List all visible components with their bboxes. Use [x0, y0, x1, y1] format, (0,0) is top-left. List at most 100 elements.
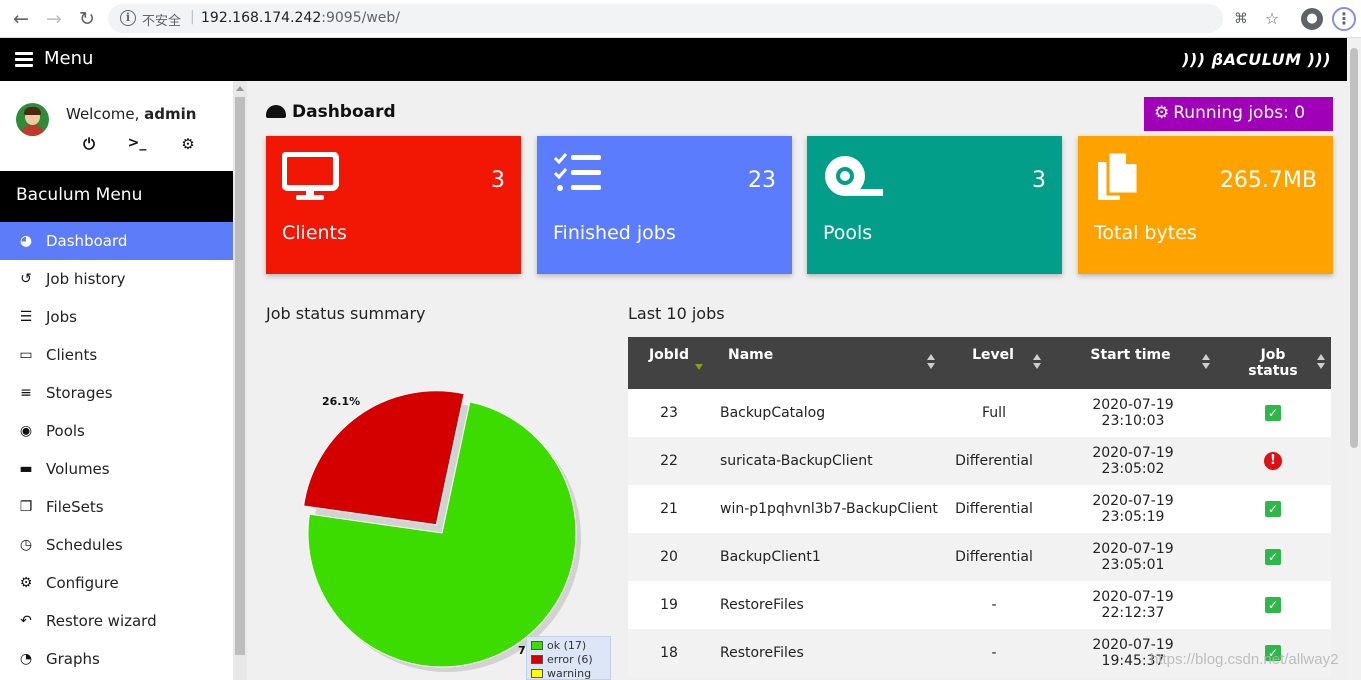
address-bar[interactable]: i 不安全 | 192.168.174.242:9095/web/	[108, 4, 1223, 33]
sidebar-item-volumes[interactable]: ▬ Volumes	[0, 450, 233, 488]
cell-jobid: 22	[660, 453, 678, 469]
cell-jobid: 19	[660, 597, 678, 613]
cell-jobid: 20	[660, 549, 678, 565]
sidebar-item-configure[interactable]: ⚙ Configure	[0, 564, 233, 602]
terminal-icon[interactable]: >_	[127, 135, 147, 151]
legend-label: error (6)	[547, 653, 593, 666]
sidebar-item-label: Schedules	[46, 536, 123, 554]
legend-swatch	[531, 669, 543, 678]
column-header-job-status[interactable]: Job status	[1248, 347, 1298, 379]
cell-job-status: ✓	[1238, 485, 1308, 533]
column-header-start-time[interactable]: Start time	[1090, 347, 1171, 363]
legend-entry: error (6)	[531, 653, 593, 667]
forward-icon[interactable]: →	[46, 8, 62, 30]
cell-jobid: 21	[660, 501, 678, 517]
sidebar-item-schedules[interactable]: ◷ Schedules	[0, 526, 233, 564]
sidebar-item-pools[interactable]: ◉ Pools	[0, 412, 233, 450]
sort-icon[interactable]	[1317, 354, 1325, 370]
translate-icon[interactable]: ⌘	[1234, 11, 1248, 27]
pie-label-ok: 7	[518, 644, 526, 657]
sidebar-scrollbar[interactable]	[233, 81, 247, 680]
back-icon[interactable]: ←	[13, 8, 29, 30]
legend-label: ok (17)	[547, 639, 587, 652]
page-title: Dashboard	[266, 102, 396, 122]
tile-label: Total bytes	[1094, 222, 1197, 244]
table-row[interactable]: 22 suricata-BackupClient Differential 2020-…	[628, 437, 1331, 485]
tile-value: 265.7MB	[1219, 168, 1317, 193]
cell-level: -	[991, 597, 997, 613]
power-icon[interactable]: ⏻	[83, 135, 95, 153]
sidebar-item-job-history[interactable]: ↺ Job history	[0, 260, 233, 298]
column-header-level[interactable]: Level	[972, 347, 1014, 363]
cell-name: RestoreFiles	[720, 645, 804, 661]
pie-slice-error[interactable]	[303, 390, 465, 526]
profile-icon[interactable]: ●	[1301, 8, 1323, 30]
cell-level: -	[991, 645, 997, 661]
status-error-icon: !	[1264, 452, 1282, 470]
sidebar-item-clients[interactable]: ▭ Clients	[0, 336, 233, 374]
info-icon[interactable]: i	[120, 10, 136, 26]
tile-finished-jobs[interactable]: 23 Finished jobs	[537, 136, 792, 274]
hamburger-icon[interactable]	[15, 52, 33, 67]
sidebar-item-graphs[interactable]: ◔ Graphs	[0, 640, 233, 678]
tape-icon: ◉	[19, 423, 33, 439]
pie-slice-ok[interactable]	[307, 401, 577, 668]
cell-start-time: 2020-07-19 23:05:19	[1092, 493, 1174, 525]
security-label: 不安全	[142, 14, 182, 29]
cell-job-status: !	[1238, 437, 1308, 485]
clock-icon: ◷	[19, 537, 33, 553]
tile-pools[interactable]: 3 Pools	[807, 136, 1062, 274]
tasks-icon: ☰	[19, 309, 33, 325]
table-row[interactable]: 21 win-p1pqhvnl3b7-BackupClient Differenti…	[628, 485, 1331, 533]
table-row[interactable]: 20 BackupClient1 Differential 2020-07-19 23:…	[628, 533, 1331, 581]
chart-pie-icon: ◔	[19, 651, 33, 667]
tile-value: 3	[1032, 168, 1046, 193]
sidebar-item-filesets[interactable]: ❐ FileSets	[0, 488, 233, 526]
cell-level: Differential	[955, 453, 1033, 469]
cell-job-status: ✓	[1238, 389, 1308, 437]
watermark: https://blog.csdn.net/allway2	[1150, 651, 1339, 668]
table-row[interactable]: 19 RestoreFiles - 2020-07-19 22:12:37 ✓	[628, 581, 1331, 629]
sidebar-item-label: Jobs	[46, 308, 77, 326]
table-row[interactable]: 23 BackupCatalog Full 2020-07-19 23:10:03 ✓	[628, 389, 1331, 437]
url-text[interactable]: 192.168.174.242:9095/web/	[201, 10, 400, 26]
tile-total-bytes[interactable]: 265.7MB Total bytes	[1078, 136, 1333, 274]
tile-clients[interactable]: 3 Clients	[266, 136, 521, 274]
legend-swatch	[531, 655, 543, 664]
menu-toggle-label[interactable]: Menu	[44, 48, 94, 69]
dashboard-icon	[266, 105, 286, 118]
running-jobs-button[interactable]: ⚙ Running jobs: 0	[1144, 97, 1333, 131]
more-menu-icon[interactable]: ⋮	[1332, 7, 1356, 31]
settings-gear-icon[interactable]: ⚙	[181, 135, 195, 153]
sort-icon[interactable]	[927, 354, 935, 370]
cell-start-time: 2020-07-19 23:10:03	[1092, 397, 1174, 429]
reload-icon[interactable]: ↻	[79, 8, 95, 30]
cog-icon: ⚙	[19, 575, 33, 591]
sidebar-item-jobs[interactable]: ☰ Jobs	[0, 298, 233, 336]
sidebar-item-restore-wizard[interactable]: ↶ Restore wizard	[0, 602, 233, 640]
cell-level: Differential	[955, 549, 1033, 565]
sidebar-item-storages[interactable]: ≡ Storages	[0, 374, 233, 412]
tile-value: 3	[491, 168, 505, 193]
reply-icon: ↶	[20, 613, 32, 629]
cell-name: RestoreFiles	[720, 597, 804, 613]
sidebar-item-label: Graphs	[46, 650, 100, 668]
avatar	[16, 103, 49, 136]
sort-icon[interactable]	[1202, 354, 1210, 370]
tile-label: Pools	[823, 222, 873, 244]
cell-name: suricata-BackupClient	[720, 453, 873, 469]
page-scrollbar[interactable]	[1347, 38, 1361, 680]
status-ok-icon: ✓	[1265, 501, 1281, 517]
table-row[interactable]: 18 RestoreFiles - 2020-07-19 19:45:37 ✓	[628, 629, 1331, 677]
tile-label: Finished jobs	[553, 222, 676, 244]
baculum-logo: ))) βACULUM )))	[1182, 50, 1331, 69]
bookmark-star-icon[interactable]: ☆	[1264, 9, 1280, 28]
column-header-name[interactable]: Name	[728, 347, 774, 363]
sort-icon[interactable]	[1033, 354, 1041, 370]
column-header-jobid[interactable]: JobId	[648, 347, 690, 363]
cell-level: Differential	[955, 501, 1033, 517]
sidebar-item-dashboard[interactable]: ◕ Dashboard	[0, 222, 233, 260]
cell-start-time: 2020-07-19 23:05:02	[1092, 445, 1174, 477]
cell-name: BackupClient1	[720, 549, 821, 565]
sort-desc-icon[interactable]	[695, 355, 703, 371]
